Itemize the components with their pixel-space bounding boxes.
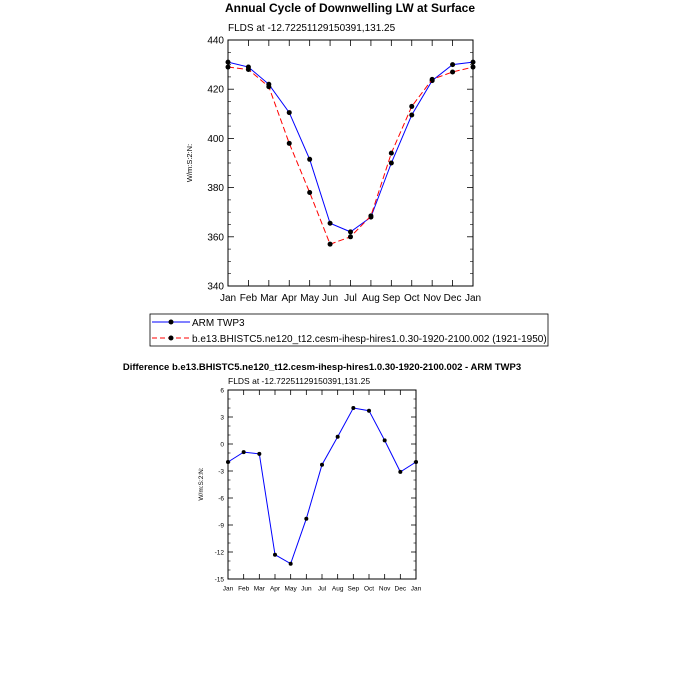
chart-1-axes: 340 360 380 400 420 440 Jan Feb Mar Apr May Jun Jul A… [207,36,481,305]
series-1-point [327,220,333,226]
x-tick-label: Dec [395,586,407,593]
y-tick-label: -12 [215,549,225,556]
chart-1-title: Annual Cycle of Downwelling LW at Surfac… [225,1,475,15]
chart-2: Difference b.e13.BHISTC5.ne120_t12.cesm-… [123,362,521,593]
y-tick-label: 6 [220,387,224,394]
y-tick-label: 360 [207,232,224,243]
series-1-point [286,110,292,116]
series-2-point [470,64,476,70]
y-tick-label: 340 [207,282,224,293]
series-2-line [227,66,474,245]
legend-series-1-marker [168,319,174,325]
x-tick-label: Aug [332,586,344,593]
series-1-point [409,112,415,118]
series-1-point [398,469,403,474]
legend-series-1-label: ARM TWP3 [192,318,245,329]
x-tick-label: Jan [465,293,481,304]
x-tick-label: Jan [220,293,236,304]
chart-2-subtitle: FLDS at -12.72251129150391,131.25 [228,376,370,386]
chart-2-y-axis-label: W/m:S:2:N: [198,467,205,500]
series-1-point [307,156,313,162]
series-1-point [226,460,230,464]
x-tick-label: Mar [254,586,266,593]
legend-series-2-marker [168,335,174,341]
series-2-point [327,241,333,247]
series-1-point [388,160,394,166]
x-tick-label: Jan [223,586,234,593]
x-tick-label: Jun [322,293,338,304]
x-tick-label: Jun [301,586,312,593]
x-tick-label: May [300,293,319,304]
x-tick-label: Jul [318,586,327,593]
series-1-line [227,407,417,565]
series-2-point [348,234,353,240]
x-tick-label: Oct [364,586,374,593]
series-1-point [351,406,356,410]
chart-1-series [225,59,476,247]
series-2-point [409,103,415,109]
series-2-point [307,190,313,196]
x-tick-label: Sep [382,293,400,304]
x-tick-label: Feb [240,293,258,304]
chart-1-y-axis-label: W/m:S:2:N: [185,144,194,182]
series-1-point [335,434,340,439]
x-tick-label: Oct [404,293,420,304]
series-1-point [450,62,456,68]
y-tick-label: -9 [218,522,224,529]
x-tick-label: Dec [444,293,462,304]
x-tick-label: Jul [344,293,357,304]
x-tick-label: May [285,586,298,593]
chart-2-title: Difference b.e13.BHISTC5.ne120_t12.cesm-… [123,362,521,373]
series-1-point [288,561,293,566]
y-tick-label: 0 [220,441,224,448]
chart-1-legend: ARM TWP3 b.e13.BHISTC5.ne120_t12.cesm-ih… [149,313,549,347]
x-tick-label: Apr [270,586,281,593]
series-1-point [414,460,418,464]
y-tick-label: 3 [220,414,224,421]
x-tick-label: Jan [411,586,422,593]
series-2-point [266,84,272,90]
series-2-point [245,67,251,73]
series-1-point [367,408,371,413]
chart-2-plot-frame [227,389,417,580]
series-1-point [320,462,324,467]
series-1-line [227,61,474,233]
chart-2-series [226,406,418,566]
x-tick-label: Nov [379,586,391,593]
y-tick-label: 400 [207,134,224,145]
y-tick-label: 380 [207,183,224,194]
series-2-point [388,150,394,156]
y-tick-label: 440 [207,36,224,47]
series-1-point [304,516,309,521]
series-1-point [257,451,262,456]
series-2-point [225,64,231,70]
chart-2-axes: -15 -12 -9 -6 -3 0 3 6 Jan Feb Mar Apr May Jun Jul Aug S… [215,387,422,592]
x-tick-label: Apr [281,293,297,304]
series-1-point [382,438,387,443]
series-2-point [450,69,456,75]
x-tick-label: Mar [260,293,278,304]
chart-1-subtitle: FLDS at -12.72251129150391,131.25 [228,23,396,34]
series-1-point [470,59,476,65]
x-tick-label: Nov [423,293,441,304]
series-1-point [225,59,231,65]
series-1-point [273,552,277,557]
x-tick-label: Sep [348,586,360,593]
x-tick-label: Aug [362,293,380,304]
legend-box [149,313,549,347]
series-1-point [348,229,353,235]
series-1-point [241,450,246,455]
series-2-point [429,76,435,82]
series-2-point [368,213,374,219]
y-tick-label: 420 [207,85,224,96]
legend-series-2-label: b.e13.BHISTC5.ne120_t12.cesm-ihesp-hires… [192,334,547,345]
y-tick-label: -15 [215,576,225,583]
x-tick-label: Feb [238,586,250,593]
chart-1: Annual Cycle of Downwelling LW at Surfac… [149,1,549,347]
y-tick-label: -3 [218,468,224,475]
series-2-point [286,140,292,146]
y-tick-label: -6 [218,495,224,502]
